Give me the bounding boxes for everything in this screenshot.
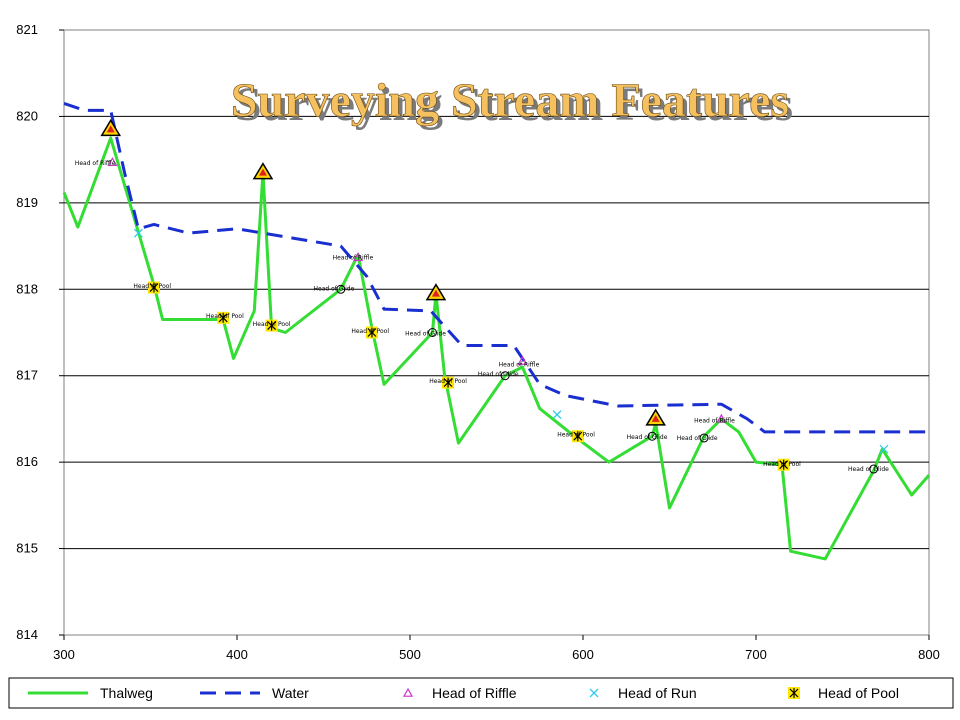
- glide-marker: [500, 371, 510, 381]
- x-tick-label: 300: [53, 647, 75, 662]
- head-of-run-marker: [879, 444, 889, 454]
- glide-marker: [647, 431, 657, 441]
- legend-swatch-head-of-run: [589, 688, 599, 698]
- point-label-layer: Head of Riffle Head of Riffle Head of Riff…: [75, 160, 889, 473]
- chart-title-shadow: Surveying Stream Features: [235, 78, 793, 131]
- point-label: Head of Riffle: [333, 254, 374, 261]
- glide-marker: [699, 433, 709, 443]
- legend-label: Head of Pool: [818, 685, 899, 701]
- point-label: Head of Glide: [313, 285, 354, 292]
- series-layer: [62, 102, 931, 561]
- legend-swatch-head-of-pool: [788, 687, 800, 699]
- warning-marker-inner: [651, 414, 660, 422]
- point-label: Head of Pool: [557, 431, 595, 438]
- point-label: Head of Pool: [133, 283, 171, 290]
- warning-marker-inner: [258, 168, 267, 176]
- point-label: Head of Glide: [627, 434, 668, 441]
- point-label: Head of Pool: [429, 378, 467, 385]
- head-of-pool-asterisk: [149, 282, 159, 293]
- y-tick-label: 817: [16, 368, 38, 383]
- point-label: Head of Pool: [763, 461, 801, 468]
- point-label: Head of Pool: [206, 313, 244, 320]
- head-of-run-marker: [552, 410, 562, 420]
- y-tick-label: 816: [16, 454, 38, 469]
- thalweg-line: [62, 136, 931, 561]
- x-tick-label: 400: [226, 647, 248, 662]
- head-of-riffle-marker: [517, 355, 528, 365]
- y-tick-label: 821: [16, 22, 38, 37]
- y-tick-label: 820: [16, 108, 38, 123]
- legend: Thalweg Water Head of Riffle Head of Run Hea…: [8, 677, 954, 709]
- chart-title: Surveying Stream Features: [231, 74, 789, 127]
- head-of-pool-asterisk: [789, 688, 799, 698]
- warning-marker-inner: [106, 125, 115, 133]
- legend-label: Thalweg: [100, 685, 153, 701]
- legend-label: Water: [272, 685, 309, 701]
- plot-area: [63, 29, 930, 636]
- marker-layer: [100, 118, 889, 474]
- warning-marker-inner: [431, 289, 440, 297]
- head-of-riffle-marker: [716, 413, 727, 423]
- legend-swatch-head-of-riffle: [402, 687, 414, 697]
- head-of-pool-asterisk: [218, 312, 228, 323]
- legend-label: Head of Run: [618, 685, 697, 701]
- axes: 814 815 816 817 818 819 820 821 300 400 500 600 700 8…: [16, 22, 940, 662]
- head-of-pool-asterisk: [267, 320, 277, 331]
- point-label: Head of Riffle: [499, 361, 540, 368]
- y-tick-label: 819: [16, 195, 38, 210]
- legend-label: Head of Riffle: [432, 685, 517, 701]
- point-label: Head of Riffle: [694, 418, 735, 425]
- head-of-pool-asterisk: [443, 377, 453, 388]
- point-label: Head of Glide: [478, 371, 519, 378]
- head-of-riffle-marker: [353, 252, 364, 262]
- head-of-pool-asterisk: [779, 459, 789, 470]
- point-label: Head of Pool: [253, 321, 291, 328]
- y-tick-label: 815: [16, 541, 38, 556]
- head-of-riffle-marker: [107, 157, 118, 167]
- head-of-riffle-marker: [402, 687, 414, 697]
- chart-title-group: Surveying Stream Features Surveying Stre…: [231, 74, 793, 131]
- point-label: Head of Glide: [848, 466, 889, 473]
- y-tick-label: 814: [16, 627, 38, 642]
- head-of-run-marker: [133, 228, 143, 238]
- water-line: [63, 102, 929, 434]
- point-label: Head of Glide: [405, 330, 446, 337]
- x-tick-label: 500: [399, 647, 421, 662]
- glide-marker: [427, 328, 437, 337]
- glide-marker: [336, 284, 346, 294]
- x-tick-label: 800: [918, 647, 940, 662]
- head-of-run-marker: [589, 688, 599, 698]
- y-tick-label: 818: [16, 281, 38, 296]
- head-of-pool-asterisk: [573, 431, 583, 442]
- point-label: Head of Glide: [677, 435, 718, 442]
- point-label: Head of Riffle: [75, 160, 116, 167]
- head-of-pool-asterisk: [367, 327, 377, 338]
- point-label: Head of Pool: [351, 328, 389, 335]
- x-tick-label: 700: [745, 647, 767, 662]
- x-tick-label: 600: [572, 647, 594, 662]
- glide-marker: [869, 464, 879, 474]
